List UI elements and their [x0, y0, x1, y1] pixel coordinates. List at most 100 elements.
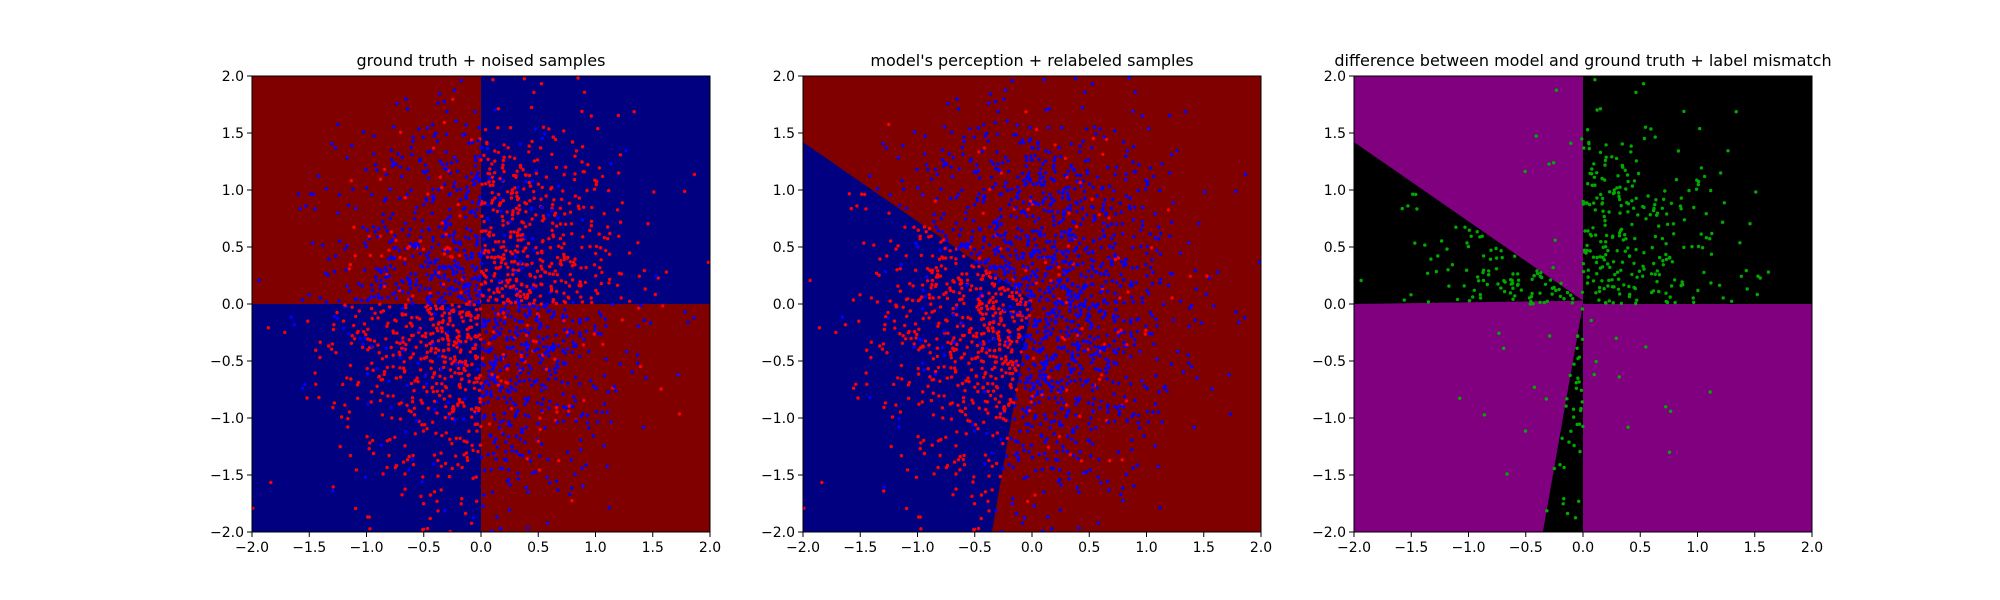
data-point [602, 444, 606, 448]
data-point [545, 521, 550, 525]
data-point [443, 299, 447, 303]
x-tick-label: 0.5 [1078, 540, 1100, 556]
data-point [410, 315, 414, 320]
data-point [1136, 188, 1140, 193]
data-point [1064, 318, 1068, 322]
data-point [928, 375, 932, 379]
data-point [515, 234, 520, 238]
data-point [897, 203, 902, 208]
data-point [528, 274, 533, 278]
data-point [348, 263, 353, 267]
data-point [491, 180, 496, 184]
data-point [878, 344, 882, 348]
data-point [1105, 479, 1110, 483]
data-point [948, 286, 952, 290]
data-point [502, 321, 507, 325]
data-point [571, 395, 576, 399]
scatter-points [1359, 78, 1771, 520]
data-point [516, 250, 520, 254]
data-point [484, 182, 488, 186]
data-point [465, 226, 469, 231]
data-point [927, 316, 931, 320]
data-point [1635, 298, 1639, 302]
data-point [545, 335, 549, 339]
data-point [486, 232, 490, 237]
data-point [980, 277, 984, 281]
data-point [1086, 319, 1091, 323]
data-point [1197, 222, 1201, 226]
data-point [339, 415, 344, 419]
data-point [561, 189, 565, 193]
data-point [1620, 142, 1625, 146]
data-point [488, 183, 492, 187]
data-point [360, 284, 364, 288]
data-point [937, 321, 941, 325]
data-point [1602, 287, 1606, 291]
data-point [400, 493, 404, 497]
data-point [995, 431, 999, 435]
data-point [1024, 164, 1029, 168]
data-point [911, 284, 915, 288]
data-point [407, 233, 411, 237]
data-point [1114, 307, 1118, 312]
data-point [544, 367, 549, 371]
data-point [1030, 158, 1034, 162]
data-point [430, 274, 434, 278]
data-point [548, 308, 552, 313]
data-point [425, 382, 429, 386]
data-point [296, 192, 301, 196]
data-point [906, 297, 910, 301]
data-point [398, 356, 402, 360]
data-point [1607, 190, 1612, 194]
data-point [496, 396, 500, 400]
data-point [949, 353, 953, 357]
data-point [975, 198, 980, 203]
data-point [1478, 235, 1482, 239]
data-point [939, 216, 943, 221]
data-point [935, 346, 940, 350]
data-point [440, 221, 445, 225]
data-point [473, 268, 477, 273]
data-point [975, 253, 979, 257]
data-point [365, 299, 370, 303]
data-point [1044, 380, 1048, 384]
data-point [421, 247, 426, 251]
data-point [1614, 336, 1619, 340]
data-point [1009, 214, 1013, 218]
data-point [366, 402, 370, 406]
data-point [1147, 291, 1151, 296]
data-point [1055, 248, 1059, 253]
data-point [444, 232, 448, 236]
data-point [933, 284, 938, 289]
data-point [898, 332, 902, 336]
data-point [901, 187, 906, 191]
data-point [994, 415, 998, 420]
data-point [1657, 273, 1662, 277]
data-point [496, 150, 501, 155]
data-point [979, 317, 984, 321]
data-point [475, 322, 479, 327]
data-point [1687, 188, 1691, 193]
data-point [1028, 179, 1032, 183]
data-point [907, 329, 911, 334]
data-point [514, 206, 519, 211]
data-point [1020, 407, 1025, 411]
data-point [1061, 217, 1066, 221]
data-point [508, 390, 512, 394]
data-point [864, 371, 868, 375]
data-point [443, 509, 447, 513]
data-point [480, 182, 484, 186]
y-tick-label: 2.0 [222, 69, 244, 85]
data-point [495, 287, 500, 291]
data-point [347, 410, 352, 414]
data-point [503, 307, 507, 311]
data-point [565, 330, 569, 334]
data-point [984, 131, 989, 135]
data-point [977, 308, 981, 312]
data-point [899, 363, 904, 368]
data-point [505, 345, 509, 350]
data-point [1545, 509, 1549, 513]
data-point [573, 154, 577, 158]
data-point [458, 214, 462, 218]
data-point [391, 353, 395, 357]
